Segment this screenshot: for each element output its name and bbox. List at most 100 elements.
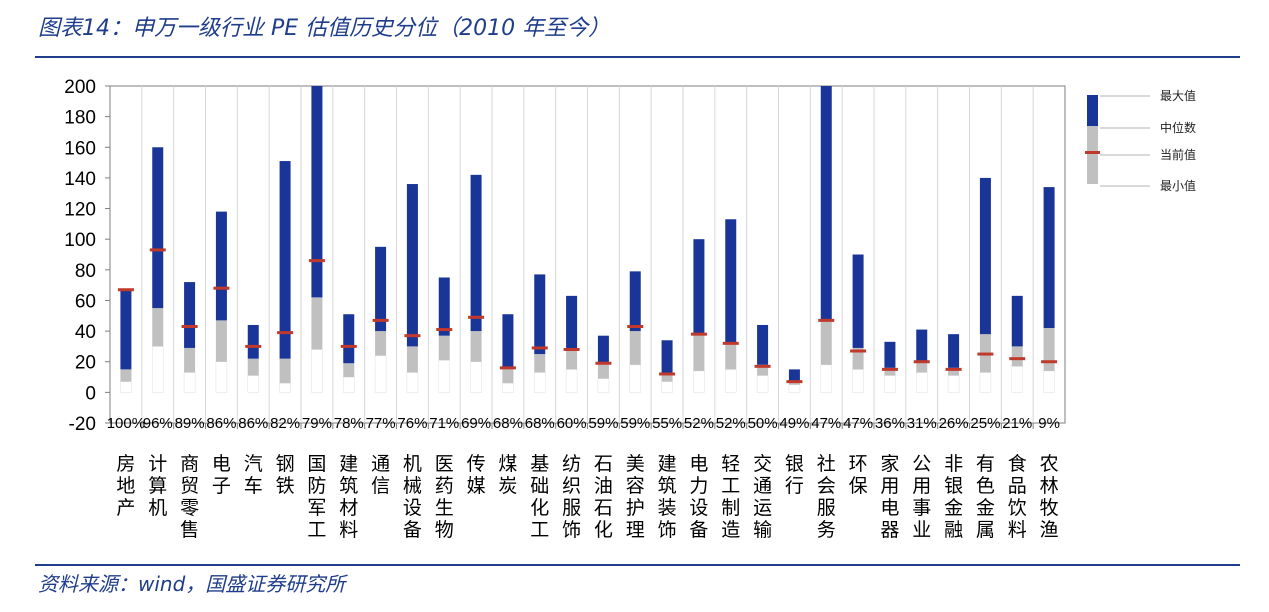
- bar-lower-segment: [757, 364, 769, 376]
- bar-upper-segment: [247, 324, 259, 359]
- bar-base: [533, 372, 546, 393]
- bar-upper-segment: [438, 277, 450, 336]
- current-marker: [881, 367, 898, 371]
- y-tick-label: 80: [75, 261, 96, 282]
- percentile-label: 59%: [620, 415, 650, 432]
- percentile-label: 100%: [107, 415, 145, 432]
- category-label: 机械设备: [403, 453, 422, 541]
- bar-base: [438, 359, 451, 393]
- bar-base: [120, 381, 132, 393]
- percentile-label: 78%: [334, 415, 364, 432]
- bar-lower-segment: [502, 367, 514, 384]
- bar-base: [502, 382, 514, 393]
- percentile-label: 86%: [206, 415, 236, 432]
- percentile-label: 52%: [684, 415, 714, 432]
- legend-label-max: 最大值: [1160, 88, 1196, 103]
- bar-lower-segment: [661, 373, 673, 382]
- legend-lower-swatch: [1087, 126, 1098, 184]
- percentile-label: 96%: [143, 415, 173, 432]
- percentile-label: 59%: [588, 415, 618, 432]
- category-label: 社会服务: [817, 453, 836, 541]
- percentile-label: 52%: [716, 415, 746, 432]
- y-tick-label: 100: [64, 230, 96, 251]
- bar-upper-segment: [979, 177, 991, 335]
- percentile-label: 26%: [939, 415, 969, 432]
- bar-lower-segment: [788, 381, 800, 385]
- percentile-label: 9%: [1038, 415, 1060, 432]
- current-marker: [977, 352, 994, 356]
- bar-upper-segment: [502, 314, 514, 368]
- bar-upper-segment: [279, 161, 291, 359]
- percentile-label: 50%: [748, 415, 778, 432]
- bar-base: [629, 364, 642, 393]
- legend-current-swatch: [1085, 151, 1100, 154]
- bar-base: [915, 372, 928, 393]
- bar-upper-segment: [820, 86, 832, 321]
- bar-upper-segment: [852, 254, 864, 348]
- bar-lower-segment: [1011, 346, 1023, 367]
- bar-upper-segment: [693, 239, 705, 335]
- bar-lower-segment: [470, 331, 482, 362]
- category-label: 纺织服饰: [562, 453, 581, 541]
- bar-base: [693, 370, 705, 393]
- current-marker: [945, 367, 962, 371]
- bar-upper-segment: [757, 324, 769, 365]
- category-label: 建筑装饰: [658, 453, 677, 541]
- percentile-label: 71%: [429, 415, 459, 432]
- y-tick-label: 20: [75, 353, 96, 374]
- bar-base: [279, 382, 291, 393]
- current-marker: [754, 364, 771, 368]
- legend-label-min: 最小值: [1160, 178, 1196, 193]
- percentile-label: 68%: [525, 415, 555, 432]
- bar-base: [406, 372, 419, 393]
- current-marker: [1009, 357, 1026, 361]
- bar-base: [852, 369, 864, 393]
- y-tick-label: 0: [85, 383, 96, 404]
- bar-upper-segment: [884, 341, 896, 368]
- y-tick-label: 160: [64, 138, 96, 159]
- bar-base: [1011, 366, 1024, 393]
- bar-base: [597, 378, 610, 393]
- current-marker: [181, 324, 198, 328]
- percentile-label: 21%: [1002, 415, 1032, 432]
- bar-upper-segment: [311, 86, 323, 298]
- bar-base: [342, 376, 355, 393]
- percentile-label: 49%: [779, 415, 809, 432]
- bar-base: [884, 375, 896, 393]
- bar-base: [756, 375, 769, 393]
- bar-lower-segment: [566, 351, 578, 370]
- bar-base: [183, 372, 196, 393]
- bar-upper-segment: [725, 219, 737, 344]
- category-label: 建筑材料: [339, 453, 358, 541]
- percentile-label: 76%: [397, 415, 427, 432]
- current-marker: [499, 366, 516, 370]
- bar-base: [311, 349, 323, 393]
- bar-upper-segment: [566, 295, 578, 352]
- bar-base: [374, 355, 387, 393]
- current-marker: [404, 334, 421, 338]
- current-marker: [659, 372, 676, 376]
- y-tick-label: 200: [64, 77, 96, 98]
- current-marker: [340, 344, 357, 348]
- percentile-label: 47%: [843, 415, 873, 432]
- bar-upper-segment: [120, 289, 132, 370]
- category-label: 电力设备: [689, 453, 708, 541]
- category-label: 商贸零售: [180, 453, 199, 541]
- bar-lower-segment: [279, 358, 291, 384]
- category-label: 环保: [849, 453, 868, 497]
- category-label: 汽车: [244, 453, 263, 497]
- bar-upper-segment: [375, 246, 387, 332]
- y-tick-label: 140: [64, 169, 96, 190]
- percentile-label: 79%: [302, 415, 332, 432]
- bar-base: [979, 372, 992, 393]
- bar-upper-segment: [597, 335, 609, 364]
- bar-lower-segment: [184, 347, 196, 373]
- current-marker: [722, 341, 739, 345]
- percentile-label: 69%: [461, 415, 491, 432]
- bar-base: [820, 364, 833, 393]
- category-label: 传媒: [467, 453, 486, 497]
- category-label: 计算机: [148, 453, 167, 519]
- bar-lower-segment: [852, 347, 864, 370]
- category-label: 通信: [371, 453, 390, 497]
